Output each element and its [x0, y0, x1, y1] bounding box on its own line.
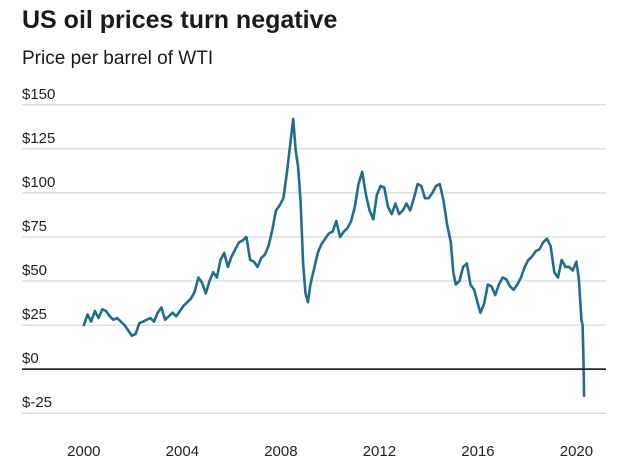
x-tick-label: 2020 [560, 443, 593, 460]
y-tick-label: $125 [22, 130, 55, 147]
gridlines [22, 104, 606, 414]
x-axis-labels: 2000 2004 2008 2012 2016 2020 [67, 443, 593, 460]
x-tick-label: 2004 [166, 443, 199, 460]
x-tick-label: 2008 [264, 443, 297, 460]
y-tick-label: $150 [22, 86, 55, 103]
chart-subtitle: Price per barrel of WTI [22, 48, 214, 69]
y-tick-label: $-25 [22, 394, 52, 411]
series-line-wti [82, 117, 586, 397]
x-tick-label: 2016 [461, 443, 494, 460]
x-tick-label: 2012 [363, 443, 396, 460]
y-tick-label: $25 [22, 306, 47, 323]
y-tick-label: $75 [22, 218, 47, 235]
y-tick-label: $100 [22, 174, 55, 191]
y-tick-label: $50 [22, 262, 47, 279]
x-tick-label: 2000 [67, 443, 100, 460]
y-tick-label: $0 [22, 350, 39, 367]
y-axis-labels: $150 $125 $100 $75 $50 $25 $0 $-25 [22, 86, 55, 411]
series-layer [82, 117, 586, 397]
chart-title: US oil prices turn negative [22, 6, 338, 34]
